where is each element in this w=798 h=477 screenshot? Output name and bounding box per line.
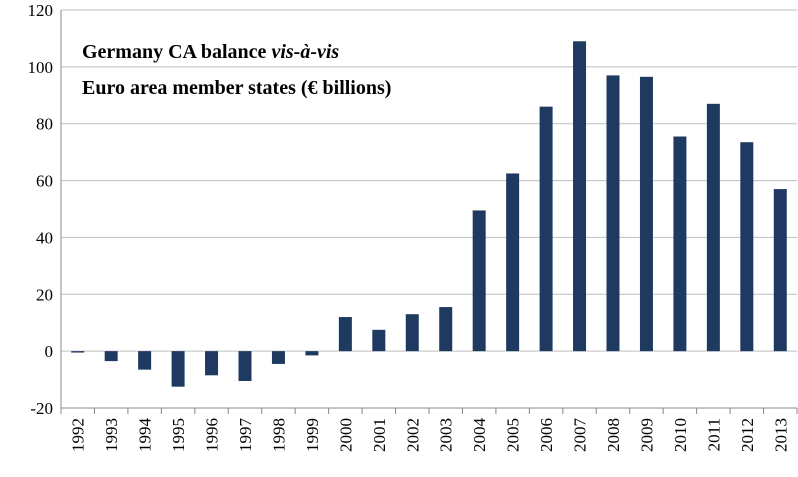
x-tick-label: 1999 — [303, 418, 322, 452]
bar — [405, 314, 419, 352]
bar — [71, 351, 85, 353]
bar — [372, 329, 386, 352]
x-tick-label: 2000 — [336, 418, 355, 452]
x-tick-label: 2011 — [704, 418, 723, 451]
bar — [740, 142, 754, 352]
bar — [706, 103, 720, 352]
y-tick-label: 120 — [28, 1, 54, 20]
chart-title: Euro area member states (€ billions) — [82, 77, 391, 99]
y-tick-label: 40 — [36, 228, 53, 247]
x-tick-label: 2003 — [437, 418, 456, 452]
x-tick-label: 2013 — [771, 418, 790, 452]
bar — [539, 106, 553, 352]
y-tick-label: 60 — [36, 172, 53, 191]
bar — [472, 210, 486, 352]
y-tick-label: 100 — [28, 58, 54, 77]
bar — [506, 173, 520, 352]
bar — [573, 41, 587, 352]
bar — [138, 351, 152, 370]
x-tick-label: 1992 — [69, 418, 88, 452]
bar — [673, 136, 687, 352]
x-tick-label: 1995 — [169, 418, 188, 452]
x-tick-label: 2002 — [403, 418, 422, 452]
x-tick-label: 2008 — [604, 418, 623, 452]
x-tick-label: 2007 — [571, 418, 590, 453]
x-tick-label: 2012 — [738, 418, 757, 452]
x-tick-label: 2005 — [504, 418, 523, 452]
bar — [305, 351, 319, 356]
x-tick-label: 1996 — [203, 418, 222, 452]
y-tick-label: 0 — [45, 342, 54, 361]
x-tick-label: 2006 — [537, 418, 556, 452]
bar — [271, 351, 285, 364]
chart-title: Germany CA balance vis-à-vis — [82, 41, 339, 63]
title-part: Germany CA balance — [82, 41, 267, 63]
x-tick-label: 1998 — [269, 418, 288, 452]
bar — [439, 307, 453, 352]
bar — [205, 351, 219, 376]
x-tick-label: 1994 — [136, 418, 155, 453]
bar — [639, 76, 653, 352]
y-tick-label: -20 — [30, 399, 53, 418]
title-part: vis-à-vis — [271, 41, 339, 63]
bar — [773, 189, 787, 352]
x-tick-label: 1997 — [236, 418, 255, 453]
bar — [338, 317, 352, 352]
y-tick-label: 20 — [36, 285, 53, 304]
x-tick-label: 2004 — [470, 418, 489, 453]
y-tick-label: 80 — [36, 115, 53, 134]
bar — [606, 75, 620, 352]
bar — [171, 351, 185, 387]
x-tick-label: 2001 — [370, 418, 389, 452]
x-tick-label: 2010 — [671, 418, 690, 452]
x-tick-label: 1993 — [102, 418, 121, 452]
bar — [104, 351, 118, 362]
bar — [238, 351, 252, 381]
x-tick-label: 2009 — [637, 418, 656, 452]
